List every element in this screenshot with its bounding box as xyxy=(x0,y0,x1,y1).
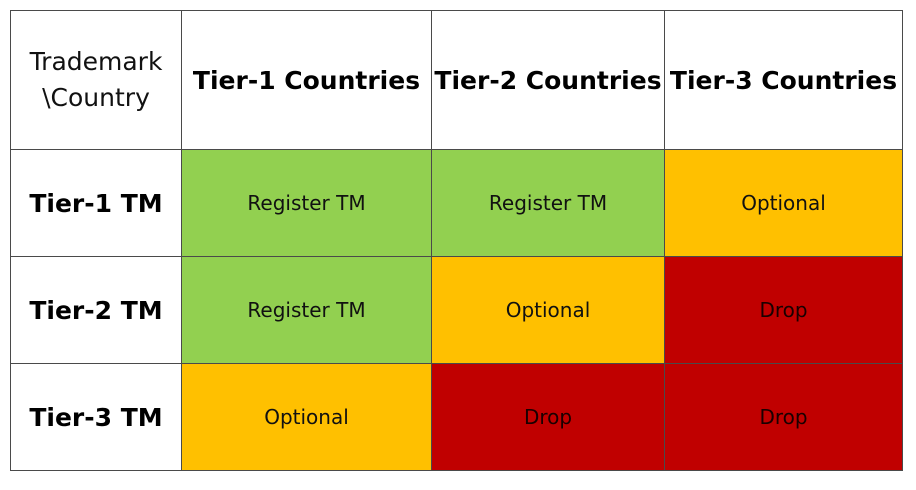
corner-label-line2: \Country xyxy=(42,83,150,112)
table-row: Tier-3 TM Optional Drop Drop xyxy=(10,363,903,471)
matrix-cell: Drop xyxy=(664,363,903,471)
table-row: Tier-1 TM Register TM Register TM Option… xyxy=(10,149,903,257)
matrix-cell: Optional xyxy=(181,363,432,471)
row-header-tier1-tm: Tier-1 TM xyxy=(10,149,182,257)
row-header-tier3-tm: Tier-3 TM xyxy=(10,363,182,471)
row-header-tier2-tm: Tier-2 TM xyxy=(10,256,182,364)
matrix-cell: Optional xyxy=(664,149,903,257)
column-header-tier2-countries: Tier-2 Countries xyxy=(431,10,665,150)
matrix-cell: Optional xyxy=(431,256,665,364)
corner-header-cell: Trademark \Country xyxy=(10,10,182,150)
matrix-cell: Register TM xyxy=(181,149,432,257)
header-row: Trademark \Country Tier-1 Countries Tier… xyxy=(10,10,903,150)
matrix-cell: Drop xyxy=(664,256,903,364)
corner-label-line1: Trademark xyxy=(29,47,163,76)
trademark-country-matrix: Trademark \Country Tier-1 Countries Tier… xyxy=(10,10,903,471)
column-header-tier1-countries: Tier-1 Countries xyxy=(181,10,432,150)
table-row: Tier-2 TM Register TM Optional Drop xyxy=(10,256,903,364)
column-header-tier3-countries: Tier-3 Countries xyxy=(664,10,903,150)
matrix-cell: Register TM xyxy=(181,256,432,364)
matrix-cell: Drop xyxy=(431,363,665,471)
matrix-cell: Register TM xyxy=(431,149,665,257)
